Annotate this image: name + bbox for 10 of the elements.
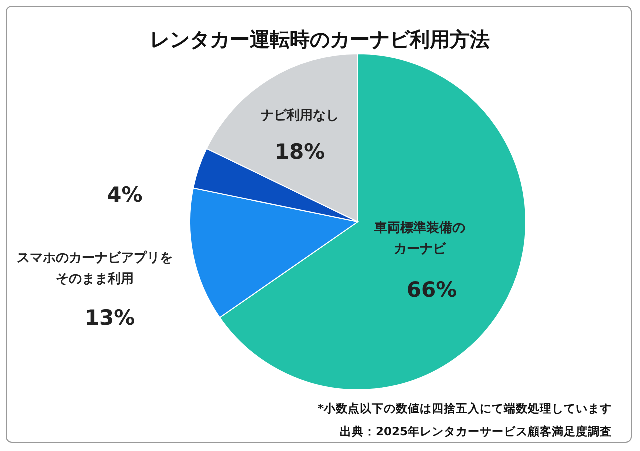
slice-label: スマホのカーナビアプリをそのまま利用: [16, 250, 174, 289]
data-label: 4%: [107, 183, 143, 207]
source-note: 出典：2025年レンタカーサービス顧客満足度調査: [340, 424, 612, 440]
data-label: 18%: [274, 140, 326, 164]
text: *小数点以下の数値は四捨五入にて端数処理しています: [318, 402, 612, 416]
slice-label: ナビ利用なし: [260, 108, 340, 126]
data-label: 66%: [406, 278, 458, 302]
chart-title: レンタカー運転時のカーナビ利用方法: [150, 26, 490, 54]
data-label: 13%: [84, 306, 136, 330]
slice-label: 車両標準装備のカーナビ: [374, 220, 466, 259]
